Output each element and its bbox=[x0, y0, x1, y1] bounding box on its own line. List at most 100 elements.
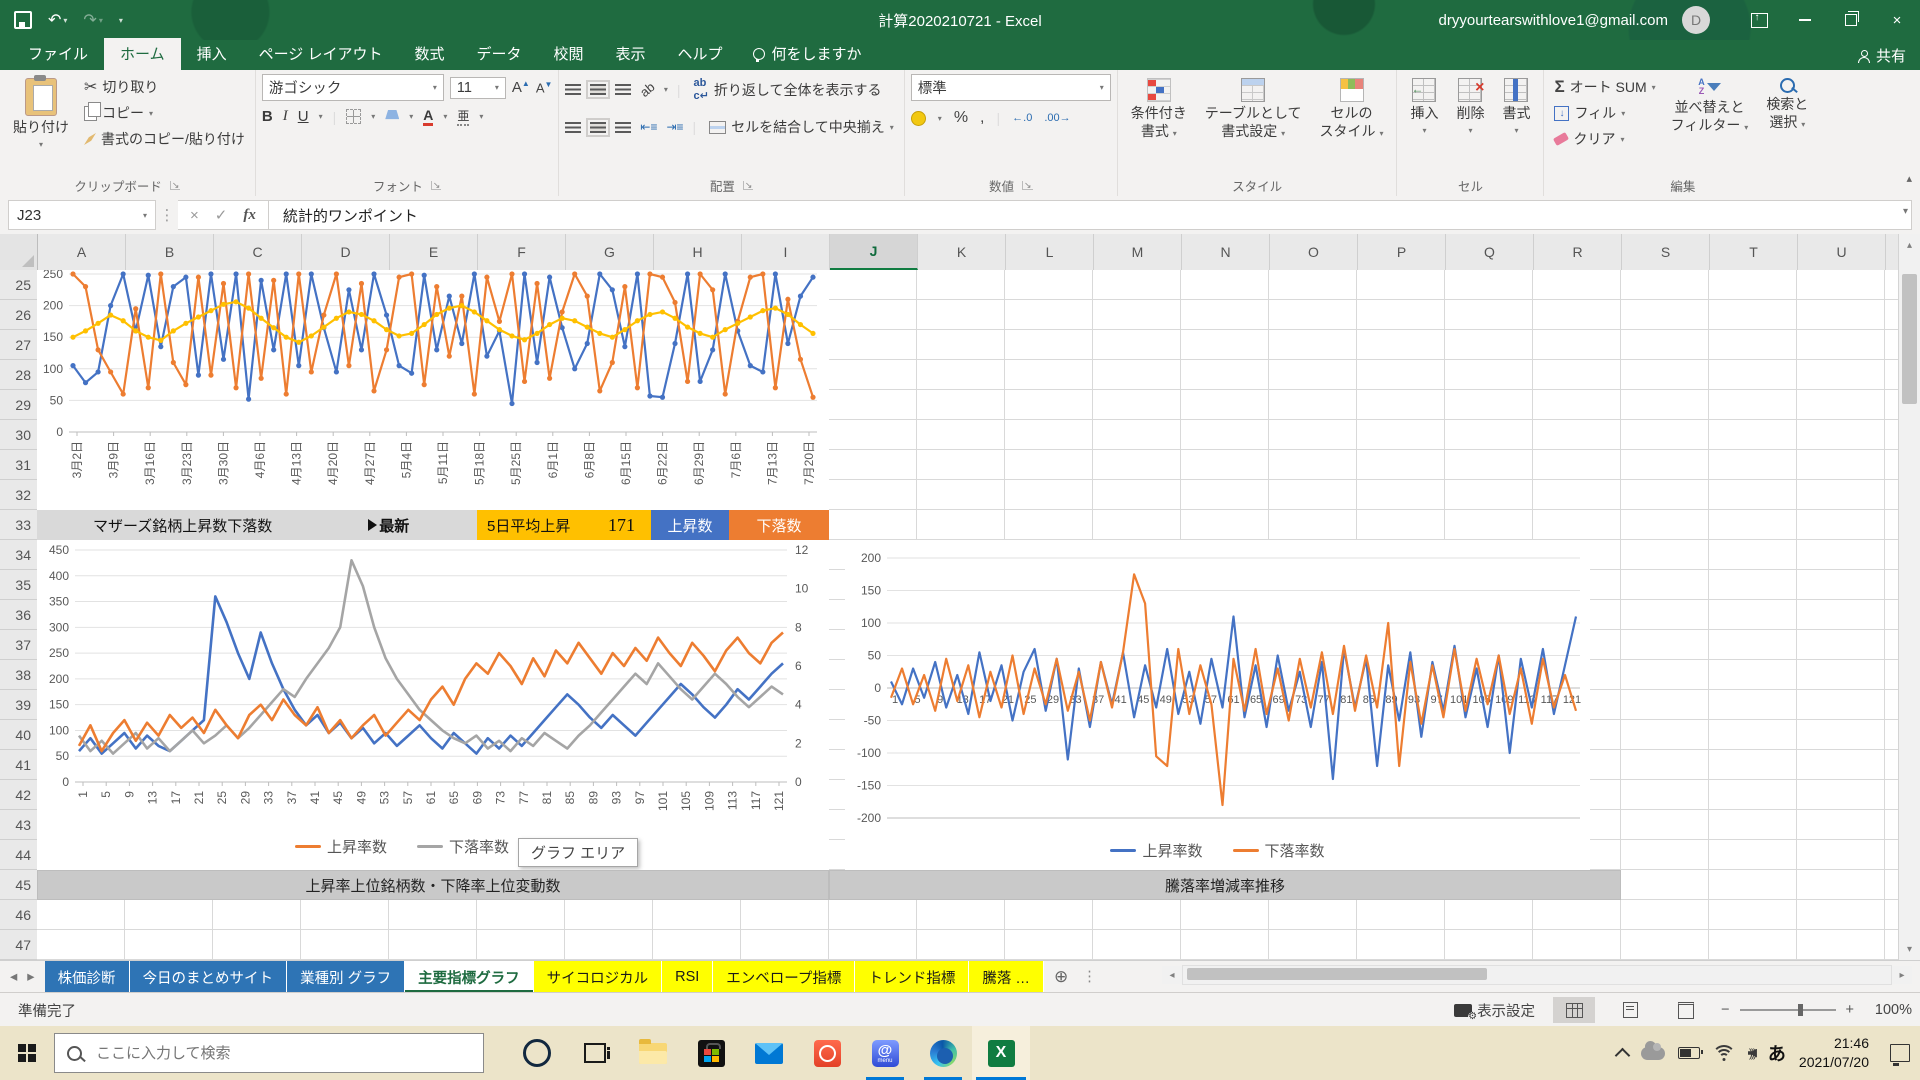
font-color-button[interactable]: A bbox=[423, 108, 433, 126]
ribbon-tab-表示[interactable]: 表示 bbox=[600, 38, 662, 70]
column-header-G[interactable]: G bbox=[566, 234, 654, 270]
sheet-tab-株価診断[interactable]: 株価診断 bbox=[45, 961, 130, 993]
align-right-button[interactable] bbox=[615, 122, 631, 133]
align-bottom-button[interactable] bbox=[615, 84, 631, 95]
shrink-font-button[interactable]: A▼ bbox=[536, 80, 553, 95]
clear-button[interactable]: クリア▾ bbox=[1550, 126, 1659, 152]
row-header-43[interactable]: 43 bbox=[0, 810, 37, 840]
column-header-P[interactable]: P bbox=[1358, 234, 1446, 270]
row-header-44[interactable]: 44 bbox=[0, 840, 37, 870]
normal-view-button[interactable] bbox=[1553, 997, 1595, 1023]
taskbar-search[interactable] bbox=[54, 1033, 484, 1073]
row-header-46[interactable]: 46 bbox=[0, 900, 37, 930]
zoom-slider-thumb[interactable] bbox=[1798, 1004, 1803, 1016]
ribbon-tab-ヘルプ[interactable]: ヘルプ bbox=[662, 38, 739, 70]
action-center-icon[interactable] bbox=[1890, 1044, 1910, 1062]
red-app-button[interactable] bbox=[798, 1026, 856, 1080]
dialog-launcher-icon[interactable]: ↘ bbox=[431, 181, 442, 190]
ribbon-display-options-button[interactable] bbox=[1736, 0, 1782, 40]
column-header-K[interactable]: K bbox=[918, 234, 1006, 270]
file-explorer-button[interactable] bbox=[624, 1026, 682, 1080]
sheet-tab-RSI[interactable]: RSI bbox=[662, 961, 713, 993]
column-header-L[interactable]: L bbox=[1006, 234, 1094, 270]
phonetic-guide-button[interactable]: 亜 bbox=[457, 107, 469, 126]
column-header-F[interactable]: F bbox=[478, 234, 566, 270]
column-header-R[interactable]: R bbox=[1534, 234, 1622, 270]
ime-indicator[interactable]: あ bbox=[1768, 1040, 1786, 1066]
insert-function-button[interactable]: fx bbox=[243, 207, 256, 224]
decrease-decimal-button[interactable]: .00→ bbox=[1044, 112, 1070, 124]
confirm-entry-button[interactable]: ✓ bbox=[215, 206, 228, 224]
volume-icon[interactable]: ))) bbox=[1748, 1046, 1755, 1060]
horizontal-scroll-thumb[interactable] bbox=[1187, 968, 1487, 980]
zoom-slider[interactable] bbox=[1740, 1009, 1836, 1011]
align-middle-button[interactable] bbox=[590, 84, 606, 95]
task-view-button[interactable] bbox=[566, 1026, 624, 1080]
format-painter-button[interactable]: 書式のコピー/貼り付け bbox=[80, 126, 249, 152]
collapse-ribbon-button[interactable]: ▴ bbox=[1906, 172, 1912, 185]
row-header-25[interactable]: 25 bbox=[0, 270, 37, 300]
format-cells-button[interactable]: 書式▾ bbox=[1495, 74, 1537, 140]
column-header-E[interactable]: E bbox=[390, 234, 478, 270]
orientation-button[interactable]: ab bbox=[637, 79, 658, 100]
battery-icon[interactable] bbox=[1678, 1047, 1700, 1059]
microsoft-store-button[interactable] bbox=[682, 1026, 740, 1080]
expand-formula-bar-button[interactable]: ▾ bbox=[1903, 206, 1908, 217]
sheet-tab-トレンド指標[interactable]: トレンド指標 bbox=[855, 961, 969, 993]
row-header-41[interactable]: 41 bbox=[0, 750, 37, 780]
close-button[interactable]: × bbox=[1874, 0, 1920, 40]
row-header-35[interactable]: 35 bbox=[0, 570, 37, 600]
chart-mothers-updown[interactable]: 0501001502002503月2日3月9日3月16日3月23日3月30日4月… bbox=[37, 270, 829, 510]
column-header-J[interactable]: J bbox=[830, 234, 918, 270]
column-header-A[interactable]: A bbox=[38, 234, 126, 270]
band45-left-caption[interactable]: 上昇率上位銘柄数・下降率上位変動数 bbox=[37, 870, 829, 900]
clock[interactable]: 21:46 2021/07/20 bbox=[1799, 1034, 1869, 1072]
new-sheet-button[interactable]: ⊕ bbox=[1044, 961, 1078, 993]
align-top-button[interactable] bbox=[565, 84, 581, 95]
sheet-tab-エンベロープ指標[interactable]: エンベロープ指標 bbox=[713, 961, 855, 993]
formula-input[interactable]: 統計的ワンポイント bbox=[269, 200, 1912, 230]
excel-taskbar-button[interactable]: X bbox=[972, 1026, 1030, 1080]
row-header-36[interactable]: 36 bbox=[0, 600, 37, 630]
ribbon-tab-数式[interactable]: 数式 bbox=[398, 38, 460, 70]
font-name-select[interactable]: 游ゴシック▾ bbox=[262, 74, 444, 101]
vertical-scrollbar[interactable]: ▴ ▾ bbox=[1898, 234, 1920, 960]
currency-format-button[interactable] bbox=[911, 111, 926, 126]
row-header-31[interactable]: 31 bbox=[0, 450, 37, 480]
wifi-icon[interactable] bbox=[1713, 1045, 1735, 1061]
select-all-corner[interactable] bbox=[0, 234, 38, 270]
column-header-I[interactable]: I bbox=[742, 234, 830, 270]
wrap-text-button[interactable]: abc↵折り返して全体を表示する bbox=[690, 74, 886, 105]
row-header-28[interactable]: 28 bbox=[0, 360, 37, 390]
sheet-tab-サイコロジカル[interactable]: サイコロジカル bbox=[534, 961, 663, 993]
dialog-launcher-icon[interactable]: ↘ bbox=[743, 181, 754, 190]
bold-button[interactable]: B bbox=[262, 108, 273, 125]
row-header-47[interactable]: 47 bbox=[0, 930, 37, 960]
tray-expand-icon[interactable] bbox=[1615, 1047, 1631, 1063]
band45-right-caption[interactable]: 騰落率増減率推移 bbox=[829, 870, 1621, 900]
italic-button[interactable]: I bbox=[283, 108, 288, 125]
account-email[interactable]: dryyourtearswithlove1@gmail.com bbox=[1439, 12, 1668, 29]
zoom-out-button[interactable]: − bbox=[1721, 1002, 1729, 1018]
scroll-left-arrow[interactable]: ◂ bbox=[1162, 970, 1182, 981]
comma-format-button[interactable]: , bbox=[980, 109, 984, 127]
restore-button[interactable] bbox=[1828, 0, 1874, 40]
chart-advance-decline[interactable]: -200-150-100-500501001502001591317212529… bbox=[845, 540, 1590, 870]
onedrive-icon[interactable] bbox=[1641, 1047, 1665, 1060]
cancel-entry-button[interactable]: × bbox=[190, 207, 199, 224]
scroll-up-arrow[interactable]: ▴ bbox=[1899, 234, 1920, 256]
row-header-34[interactable]: 34 bbox=[0, 540, 37, 570]
horizontal-scrollbar[interactable]: ◂ ▸ bbox=[1162, 966, 1912, 984]
font-size-select[interactable]: 11▾ bbox=[450, 77, 506, 99]
page-layout-view-button[interactable] bbox=[1609, 997, 1651, 1023]
column-header-B[interactable]: B bbox=[126, 234, 214, 270]
display-settings-button[interactable]: 表示設定 bbox=[1450, 997, 1539, 1024]
sheet-menu-dots[interactable]: ⋮ bbox=[1078, 961, 1101, 993]
row-header-32[interactable]: 32 bbox=[0, 480, 37, 510]
zoom-level[interactable]: 100% bbox=[1864, 1002, 1912, 1018]
column-header-U[interactable]: U bbox=[1798, 234, 1886, 270]
formula-bar-splitter[interactable]: ⋮ bbox=[156, 196, 178, 234]
row-header-29[interactable]: 29 bbox=[0, 390, 37, 420]
delete-cells-button[interactable]: 削除▾ bbox=[1449, 74, 1491, 140]
scroll-right-arrow[interactable]: ▸ bbox=[1892, 970, 1912, 981]
